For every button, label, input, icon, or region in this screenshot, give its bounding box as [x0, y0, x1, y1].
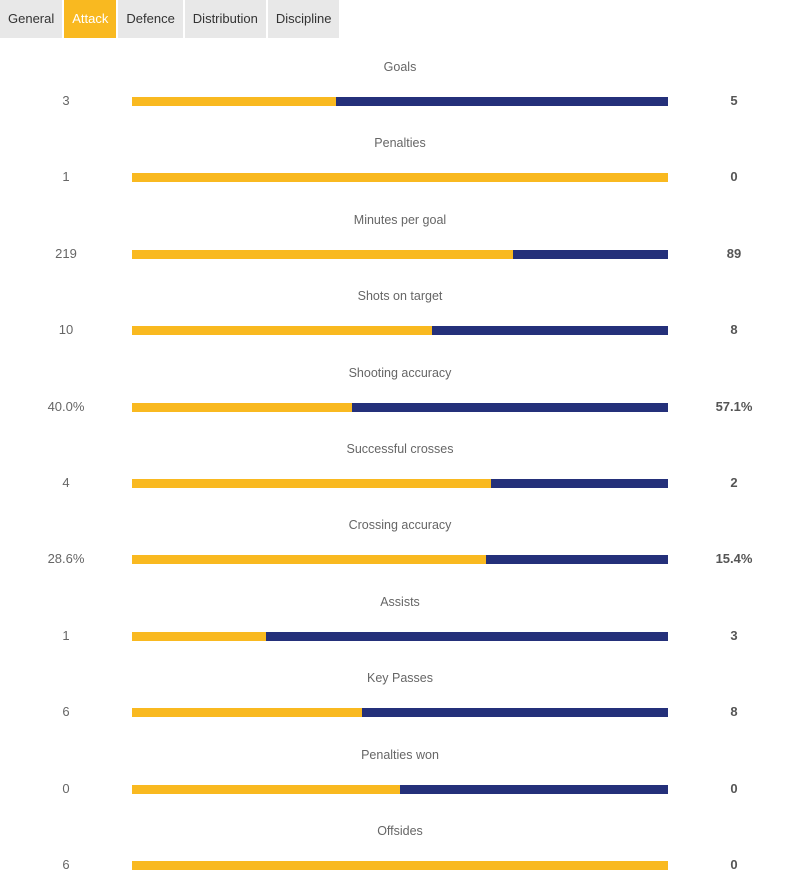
away-value: 0: [730, 169, 738, 185]
comparison-bar: [132, 97, 668, 106]
stat-label: Key Passes: [366, 671, 433, 686]
away-value: 15.4%: [715, 551, 753, 567]
stat-label: Minutes per goal: [353, 212, 447, 227]
stat-row: Penalties 1 0: [0, 119, 800, 195]
stat-label: Offsides: [377, 824, 423, 838]
comparison-bar: [132, 861, 668, 870]
stat-label: Successful crosses: [346, 442, 454, 456]
away-bar-segment: [512, 249, 668, 259]
home-value: 28.6%: [47, 551, 85, 567]
tab-discipline[interactable]: Discipline: [267, 0, 340, 38]
stat-row: Penalties won 0 0: [0, 731, 800, 807]
away-bar-segment: [485, 555, 668, 565]
away-bar-segment: [266, 631, 668, 641]
home-bar-segment: [132, 173, 668, 183]
stat-label: Crossing accuracy: [348, 518, 452, 533]
home-value: 219: [55, 245, 77, 261]
away-value: 57.1%: [715, 398, 753, 414]
home-bar-segment: [132, 326, 433, 336]
away-value: 8: [730, 704, 738, 720]
away-value: 8: [730, 322, 738, 338]
home-bar-segment: [132, 555, 486, 565]
tab-distribution[interactable]: Distribution: [184, 0, 268, 38]
home-bar-segment: [132, 402, 352, 412]
tab-attack[interactable]: Attack: [64, 0, 119, 38]
comparison-bar: [132, 631, 668, 641]
tab-defence[interactable]: Defence: [118, 0, 185, 38]
stats-tab-bar: General Attack Defence Distribution Disc…: [0, 0, 800, 38]
away-bar-segment: [400, 784, 668, 794]
comparison-bar: [132, 402, 668, 412]
stat-label: Assists: [380, 594, 420, 609]
away-value: 0: [730, 780, 738, 796]
home-value: 6: [62, 704, 70, 720]
stat-row: Shooting accuracy 40.0% 57.1%: [0, 349, 800, 425]
home-bar-segment: [132, 479, 492, 488]
away-value: 89: [726, 245, 742, 261]
stat-row: Offsides 6 0: [0, 807, 800, 883]
home-value: 3: [62, 93, 70, 108]
stat-row: Minutes per goal 219 89: [0, 196, 800, 272]
away-value: 5: [730, 93, 738, 108]
stat-row: Shots on target 10 8: [0, 272, 800, 348]
stat-row: Successful crosses 4 2: [0, 425, 800, 501]
away-value: 3: [730, 627, 738, 643]
away-bar-segment: [491, 479, 668, 488]
home-value: 1: [62, 169, 70, 185]
away-bar-segment: [362, 708, 668, 718]
stat-label: Goals: [383, 60, 417, 74]
home-value: 1: [62, 627, 70, 643]
home-value: 4: [62, 475, 70, 490]
away-bar-segment: [335, 97, 668, 106]
home-bar-segment: [132, 631, 266, 641]
home-bar-segment: [132, 708, 363, 718]
home-bar-segment: [132, 97, 336, 106]
stat-label: Penalties: [374, 136, 426, 151]
comparison-bar: [132, 479, 668, 488]
comparison-bar: [132, 708, 668, 718]
away-value: 0: [730, 857, 738, 872]
home-bar-segment: [132, 861, 668, 870]
comparison-bar: [132, 784, 668, 794]
stat-label: Shots on target: [357, 289, 443, 304]
stat-row: Assists 1 3: [0, 578, 800, 654]
home-value: 10: [58, 322, 74, 338]
comparison-bar: [132, 326, 668, 336]
comparison-bar: [132, 173, 668, 183]
stat-row: Goals 3 5: [0, 43, 800, 119]
away-bar-segment: [351, 402, 668, 412]
away-bar-segment: [432, 326, 668, 336]
comparison-bar: [132, 555, 668, 565]
home-bar-segment: [132, 784, 400, 794]
stat-label: Penalties won: [361, 747, 439, 762]
home-value: 0: [62, 780, 70, 796]
home-value: 40.0%: [47, 398, 85, 414]
stat-label: Shooting accuracy: [348, 365, 452, 380]
tab-general[interactable]: General: [0, 0, 65, 38]
comparison-bar: [132, 249, 668, 259]
home-bar-segment: [132, 249, 513, 259]
away-value: 2: [730, 475, 738, 490]
stat-row: Key Passes 6 8: [0, 654, 800, 730]
home-value: 6: [62, 857, 70, 872]
stat-row: Crossing accuracy 28.6% 15.4%: [0, 501, 800, 577]
